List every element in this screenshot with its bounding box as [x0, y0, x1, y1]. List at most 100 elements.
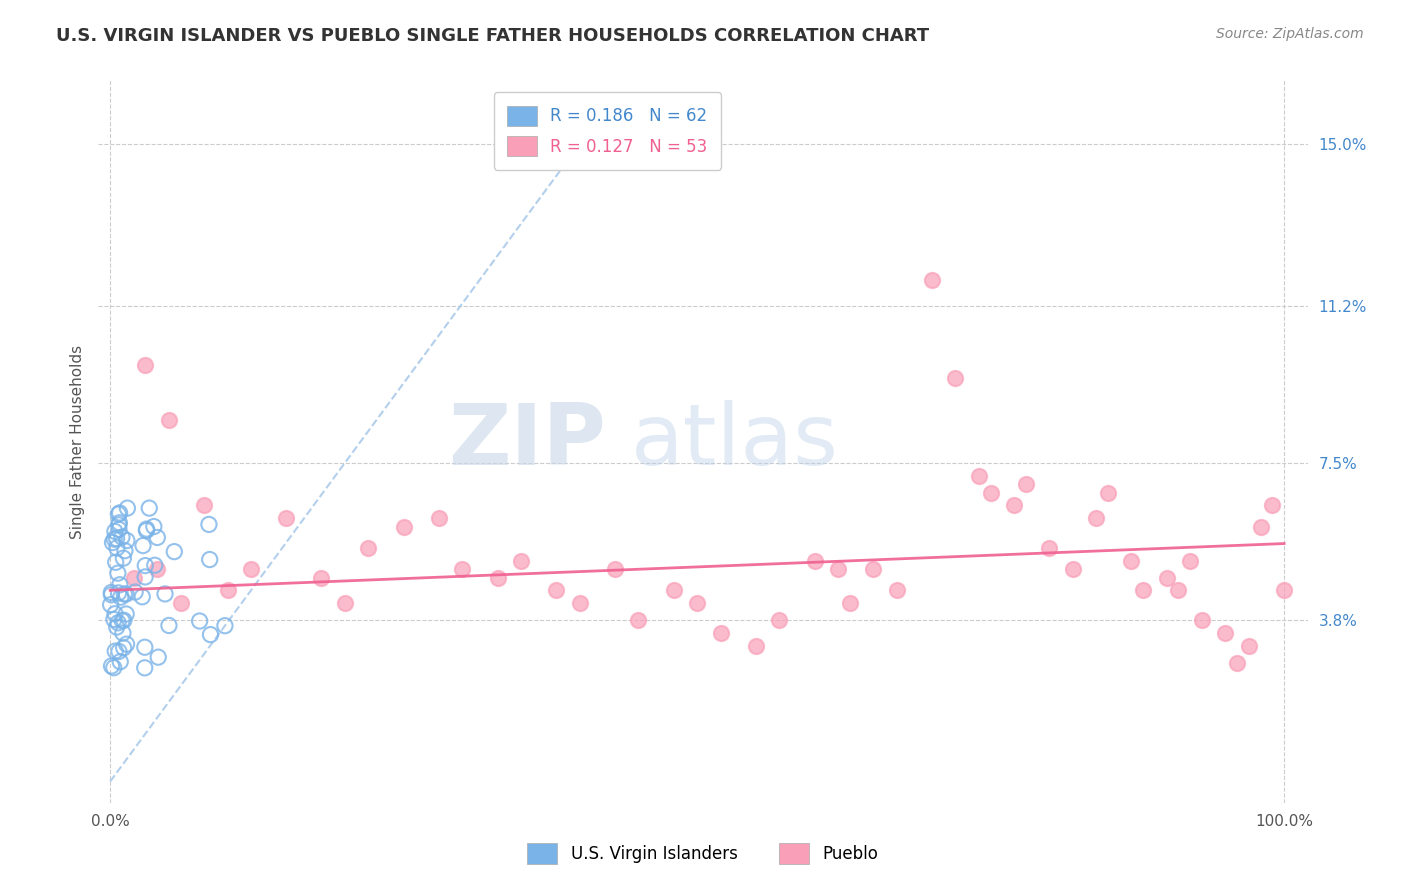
Point	[100, 588, 122, 602]
Point	[451, 562, 474, 576]
Point	[240, 562, 263, 576]
Point	[198, 552, 221, 566]
Text: ZIP: ZIP	[449, 400, 606, 483]
Point	[886, 583, 908, 598]
Point	[108, 523, 131, 537]
Point	[1167, 583, 1189, 598]
Point	[100, 598, 122, 612]
Point	[131, 590, 153, 604]
Point	[1237, 639, 1260, 653]
Point	[104, 555, 127, 569]
Point	[486, 570, 509, 584]
Point	[135, 522, 157, 536]
Point	[138, 501, 160, 516]
Point	[135, 524, 157, 538]
Point	[112, 640, 135, 655]
Point	[134, 661, 156, 675]
Point	[142, 519, 165, 533]
Point	[146, 531, 169, 545]
Point	[967, 468, 990, 483]
Point	[1272, 583, 1295, 598]
Legend: U.S. Virgin Islanders, Pueblo: U.S. Virgin Islanders, Pueblo	[520, 837, 886, 871]
Point	[1180, 553, 1202, 567]
Point	[107, 517, 129, 532]
Point	[122, 570, 145, 584]
Point	[745, 639, 768, 653]
Point	[105, 532, 128, 546]
Point	[333, 596, 356, 610]
Point	[112, 551, 135, 566]
Point	[980, 485, 1002, 500]
Point	[104, 607, 127, 621]
Text: U.S. VIRGIN ISLANDER VS PUEBLO SINGLE FATHER HOUSEHOLDS CORRELATION CHART: U.S. VIRGIN ISLANDER VS PUEBLO SINGLE FA…	[56, 27, 929, 45]
Point	[838, 596, 860, 610]
Point	[510, 553, 533, 567]
Point	[198, 517, 221, 532]
Point	[103, 612, 125, 626]
Point	[803, 553, 825, 567]
Point	[862, 562, 884, 576]
Point	[1156, 570, 1178, 584]
Point	[112, 613, 135, 627]
Point	[1038, 541, 1060, 555]
Point	[427, 511, 450, 525]
Legend: R = 0.186   N = 62, R = 0.127   N = 53: R = 0.186 N = 62, R = 0.127 N = 53	[494, 92, 721, 169]
Y-axis label: Single Father Households: Single Father Households	[69, 344, 84, 539]
Point	[1062, 562, 1084, 576]
Point	[627, 613, 650, 627]
Text: Source: ZipAtlas.com: Source: ZipAtlas.com	[1216, 27, 1364, 41]
Point	[1261, 498, 1284, 512]
Point	[114, 543, 136, 558]
Point	[153, 587, 176, 601]
Point	[311, 570, 333, 584]
Point	[134, 640, 156, 655]
Point	[214, 618, 236, 632]
Point	[108, 506, 131, 520]
Point	[115, 607, 138, 621]
Point	[108, 578, 131, 592]
Point	[103, 532, 125, 546]
Point	[105, 541, 128, 555]
Point	[157, 413, 180, 427]
Point	[1121, 553, 1143, 567]
Point	[603, 562, 626, 576]
Point	[188, 614, 211, 628]
Point	[107, 586, 129, 600]
Point	[132, 539, 155, 553]
Point	[1015, 477, 1038, 491]
Point	[568, 596, 591, 610]
Point	[111, 530, 134, 544]
Point	[1250, 519, 1272, 533]
Point	[1097, 485, 1119, 500]
Point	[357, 541, 380, 555]
Point	[115, 637, 138, 651]
Point	[110, 591, 132, 605]
Point	[1191, 613, 1213, 627]
Point	[921, 273, 943, 287]
Point	[157, 618, 180, 632]
Point	[200, 627, 222, 641]
Point	[111, 614, 134, 628]
Point	[392, 519, 415, 533]
Point	[662, 583, 685, 598]
Point	[827, 562, 849, 576]
Point	[101, 535, 124, 549]
Point	[105, 620, 128, 634]
Point	[1132, 583, 1154, 598]
Point	[276, 511, 298, 525]
Point	[107, 615, 129, 630]
Point	[117, 501, 139, 516]
Point	[686, 596, 709, 610]
Text: atlas: atlas	[630, 400, 838, 483]
Point	[546, 583, 568, 598]
Point	[112, 587, 135, 601]
Point	[143, 558, 166, 573]
Point	[115, 587, 138, 601]
Point	[193, 498, 215, 512]
Point	[1215, 625, 1237, 640]
Point	[107, 566, 129, 581]
Point	[134, 558, 156, 573]
Point	[124, 585, 146, 599]
Point	[768, 613, 790, 627]
Point	[104, 524, 127, 539]
